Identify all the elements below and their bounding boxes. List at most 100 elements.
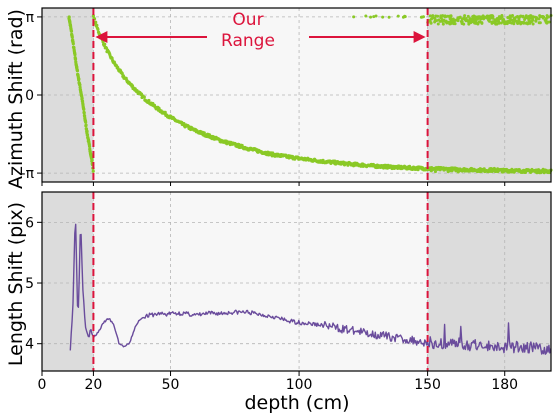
azimuth-point-wrap-top <box>448 17 452 21</box>
length-x-tick-label: 100 <box>286 377 313 393</box>
azimuth-point-wrap-top <box>499 16 503 20</box>
azimuth-point-wrap-top <box>530 20 534 24</box>
azimuth-point-left <box>69 29 74 33</box>
azimuth-point-wrap-top <box>512 18 516 22</box>
azimuth-point-wrap-top <box>436 22 440 26</box>
azimuth-point-left <box>85 129 89 134</box>
azimuth-point-wrap-bottom <box>524 169 528 173</box>
azimuth-point-wrap-top <box>523 18 527 22</box>
azimuth-point-left <box>71 42 75 46</box>
azimuth-y-tick-label: -π <box>21 166 35 182</box>
azimuth-point-wrap-bottom <box>502 168 506 172</box>
length-x-tick-label: 180 <box>491 377 518 393</box>
azimuth-point-wrap-top <box>440 20 444 24</box>
azimuth-point-wrap-top <box>439 14 443 18</box>
azimuth-point-wrap-top <box>528 21 532 25</box>
azimuth-point-wrap-top <box>521 14 525 18</box>
azimuth-point-wrap-bottom <box>505 167 509 171</box>
azimuth-point-wrap-top <box>451 17 455 21</box>
azimuth-point-main <box>120 71 124 76</box>
azimuth-point-wrap-bottom <box>535 168 539 172</box>
azimuth-point-wrap-top <box>537 21 541 25</box>
azimuth-point-left <box>87 144 92 149</box>
azimuth-point-wrap-top <box>473 16 477 20</box>
azimuth-point-wrap-top <box>512 22 516 26</box>
azimuth-point-main <box>142 95 146 99</box>
azimuth-point-wrap-top <box>519 22 523 26</box>
length-panel: 4 5 6 0 20 50 100 150 180 <box>25 191 552 393</box>
azimuth-point-wrap-bottom <box>496 167 500 171</box>
azimuth-point-wrap-bottom <box>537 168 541 172</box>
azimuth-point-wrap-bottom <box>521 169 525 173</box>
azimuth-point-wrap-top <box>531 22 535 26</box>
azimuth-point-wrap-top <box>528 16 532 20</box>
range-label-line1: Our <box>232 10 263 30</box>
azimuth-point-wrap-top <box>495 19 499 23</box>
azimuth-point-wrap-bottom <box>544 168 548 172</box>
azimuth-point-wrap-top <box>460 17 464 21</box>
azimuth-point-wrap-bottom <box>429 169 433 173</box>
azimuth-point-main <box>110 56 114 60</box>
azimuth-point-wrap-top <box>372 15 376 19</box>
azimuth-point-left <box>75 65 79 69</box>
azimuth-point-wrap-top <box>387 15 391 19</box>
azimuth-point-wrap-bottom <box>450 167 454 171</box>
azimuth-point-wrap-top <box>506 20 510 24</box>
azimuth-point-left <box>70 35 74 39</box>
azimuth-point-wrap-top <box>428 19 432 23</box>
azimuth-panel: π 0 -π <box>21 7 553 186</box>
azimuth-point-main <box>130 84 135 88</box>
azimuth-point-wrap-top <box>491 14 495 18</box>
azimuth-point-left <box>90 158 94 162</box>
azimuth-point-left <box>75 69 80 73</box>
length-series-line <box>69 223 552 355</box>
azimuth-point-wrap-top <box>529 14 533 18</box>
azimuth-point-wrap-top <box>459 19 463 23</box>
azimuth-point-wrap-bottom <box>482 168 486 172</box>
azimuth-point-left <box>82 111 86 115</box>
azimuth-point-wrap-bottom <box>492 166 496 170</box>
length-x-tick-label: 0 <box>38 377 47 393</box>
azimuth-point-main <box>163 110 167 114</box>
azimuth-point-left <box>78 83 82 87</box>
azimuth-point-wrap-top <box>545 14 549 18</box>
range-arrow-left-head <box>95 31 108 43</box>
azimuth-point-wrap-top <box>352 15 356 19</box>
azimuth-point-left <box>67 15 71 19</box>
length-shaded-left <box>42 192 94 371</box>
azimuth-point-main <box>94 20 98 24</box>
azimuth-point-wrap-bottom <box>433 170 437 174</box>
azimuth-point-left <box>85 133 90 137</box>
azimuth-point-wrap-top <box>420 15 424 19</box>
azimuth-point-left <box>77 77 81 81</box>
azimuth-point-wrap-bottom <box>456 170 460 174</box>
azimuth-point-wrap-bottom <box>458 167 462 171</box>
azimuth-point-wrap-top <box>435 19 439 23</box>
our-range-annotation: Our Range <box>221 10 275 51</box>
azimuth-point-left <box>84 123 88 127</box>
range-arrow-right-head <box>413 31 426 43</box>
azimuth-point-wrap-bottom <box>530 167 534 171</box>
azimuth-point-wrap-top <box>534 19 538 23</box>
length-y-tick-label: 6 <box>25 215 34 231</box>
azimuth-point-wrap-top <box>525 15 529 19</box>
azimuth-point-wrap-top <box>488 15 492 19</box>
azimuth-point-wrap-top <box>443 14 447 18</box>
azimuth-point-wrap-top <box>519 14 523 18</box>
azimuth-point-wrap-top <box>466 14 470 18</box>
azimuth-y-tick-label: 0 <box>25 88 34 104</box>
length-x-tick-label: 150 <box>414 377 441 393</box>
azimuth-point-wrap-top <box>476 21 480 25</box>
azimuth-point-left <box>80 96 84 100</box>
azimuth-point-wrap-bottom <box>489 167 493 171</box>
azimuth-point-wrap-bottom <box>477 168 481 172</box>
azimuth-point-main <box>381 166 386 170</box>
length-y-axis-label: Length Shift (pix) <box>5 202 27 366</box>
azimuth-point-wrap-top <box>403 15 407 19</box>
azimuth-point-wrap-bottom <box>446 170 450 174</box>
azimuth-point-wrap-top <box>464 16 468 20</box>
azimuth-point-wrap-top <box>364 14 368 18</box>
azimuth-point-wrap-bottom <box>493 169 497 173</box>
azimuth-point-wrap-bottom <box>500 168 504 172</box>
azimuth-point-left <box>73 57 78 61</box>
